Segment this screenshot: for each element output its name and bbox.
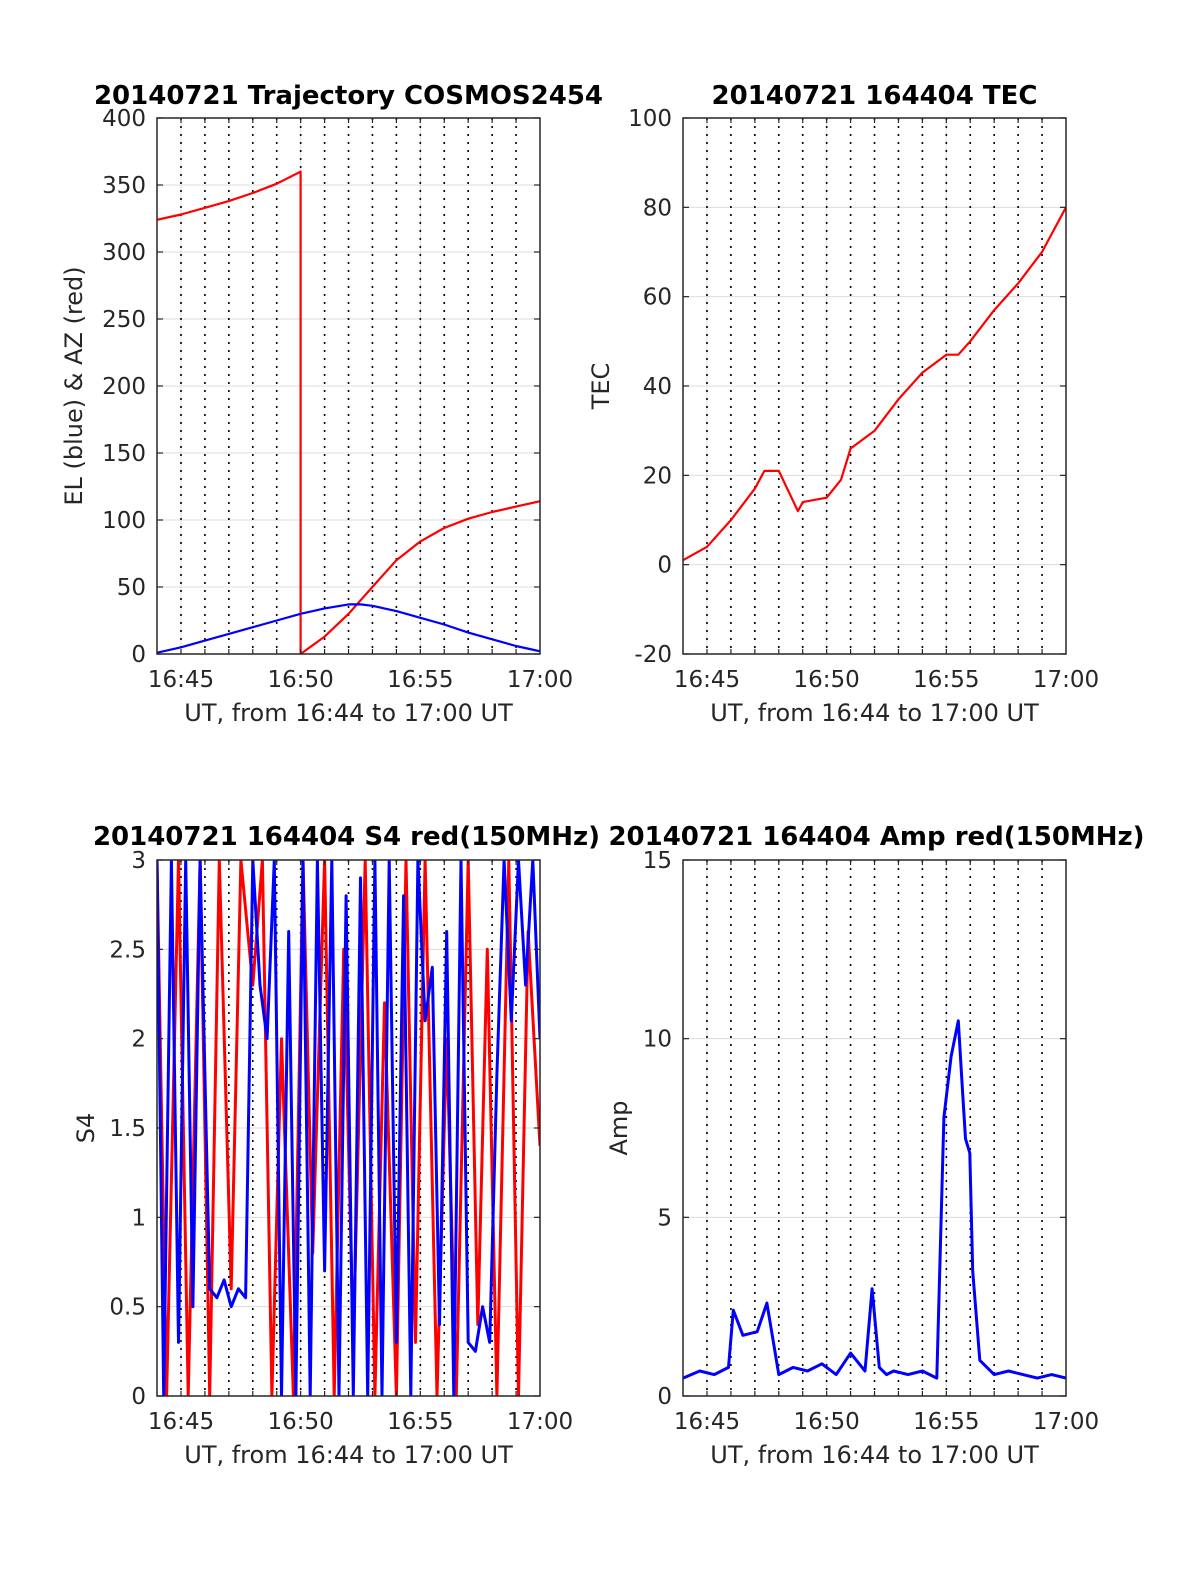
y-tick-label: 1.5 [109, 1116, 146, 1142]
x-tick-label: 16:50 [794, 667, 860, 693]
x-tick-label: 17:00 [1033, 1409, 1099, 1435]
y-tick-label: 0 [657, 553, 672, 579]
y-tick-label: 10 [643, 1027, 672, 1053]
series-line-1 [157, 603, 540, 654]
x-tick-label: 16:55 [913, 1409, 979, 1435]
series-line-0 [157, 170, 540, 654]
x-tick-label: 16:45 [674, 1409, 740, 1435]
tec-panel: -20 0 20 40 60 80 100 16:45 16:50 16:55 17:00 2014… [587, 81, 1099, 727]
y-tick-label: 0 [131, 642, 146, 668]
y-axis-label: TEC [587, 363, 615, 411]
y-tick-label: 3 [131, 848, 146, 874]
y-tick-label: 80 [643, 195, 672, 221]
y-axis-label: EL (blue) & AZ (red) [60, 266, 88, 505]
s4-panel: 0 0.5 1 1.5 2 2.5 3 16:45 16:50 16:55 17:00 UT, fr… [72, 848, 573, 1469]
y-tick-label: 5 [657, 1205, 672, 1231]
y-axis-label: Amp [605, 1100, 633, 1155]
x-tick-label: 17:00 [1033, 667, 1099, 693]
y-tick-label: 15 [643, 848, 672, 874]
y-tick-label: 100 [628, 106, 672, 132]
y-tick-label: 60 [643, 285, 672, 311]
y-tick-label: 300 [102, 240, 146, 266]
chart-title: 20140721 164404 Amp red(150MHz) [608, 822, 1144, 852]
x-axis-label: UT, from 16:44 to 17:00 UT [184, 699, 513, 727]
y-tick-label: 250 [102, 307, 146, 333]
y-tick-label: -20 [634, 642, 672, 668]
series-line-0 [683, 206, 1066, 562]
y-tick-label: 200 [102, 374, 146, 400]
series-line-1 [157, 860, 540, 1396]
x-tick-label: 17:00 [507, 667, 573, 693]
chart-title: 20140721 Trajectory COSMOS2454 [94, 81, 603, 111]
y-tick-label: 100 [102, 508, 146, 534]
x-tick-label: 16:55 [387, 667, 453, 693]
y-tick-label: 1 [131, 1205, 146, 1231]
y-tick-label: 350 [102, 173, 146, 199]
y-tick-label: 2.5 [109, 937, 146, 963]
x-axis-label: UT, from 16:44 to 17:00 UT [184, 1441, 513, 1469]
x-tick-label: 16:45 [148, 1409, 214, 1435]
x-tick-label: 16:50 [794, 1409, 860, 1435]
x-tick-label: 17:00 [507, 1409, 573, 1435]
chart-title: 20140721 164404 S4 red(150MHz) [93, 822, 600, 852]
x-tick-label: 16:50 [268, 667, 334, 693]
y-tick-label: 400 [102, 106, 146, 132]
x-axis-label: UT, from 16:44 to 17:00 UT [710, 699, 1039, 727]
x-tick-label: 16:45 [148, 667, 214, 693]
y-tick-label: 2 [131, 1027, 146, 1053]
x-axis-label: UT, from 16:44 to 17:00 UT [710, 1441, 1039, 1469]
amp-panel: 0 5 10 15 16:45 16:50 16:55 17:00 UT, from 16:4… [605, 848, 1099, 1469]
y-tick-label: 20 [643, 463, 672, 489]
y-tick-label: 0 [131, 1384, 146, 1410]
chart-title: 20140721 164404 TEC [712, 81, 1038, 111]
y-axis-label: S4 [72, 1113, 100, 1144]
y-tick-label: 50 [117, 575, 146, 601]
x-tick-label: 16:50 [268, 1409, 334, 1435]
x-tick-label: 16:55 [387, 1409, 453, 1435]
y-tick-label: 40 [643, 374, 672, 400]
x-tick-label: 16:55 [913, 667, 979, 693]
x-tick-label: 16:45 [674, 667, 740, 693]
y-tick-label: 150 [102, 441, 146, 467]
series-line-0 [683, 1019, 1066, 1380]
y-tick-label: 0.5 [109, 1295, 146, 1321]
y-tick-label: 0 [657, 1384, 672, 1410]
trajectory-panel: 0 50 100 150 200 250 300 350 400 16:45 16:50 16:55 1… [60, 81, 603, 727]
